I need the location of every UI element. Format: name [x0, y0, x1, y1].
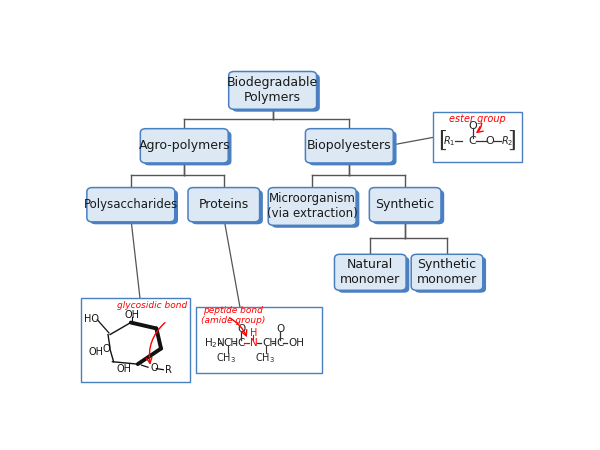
Text: peptide bond
(amide group): peptide bond (amide group) [201, 306, 265, 325]
Text: Microorganism
(via extraction): Microorganism (via extraction) [267, 193, 358, 220]
FancyBboxPatch shape [232, 74, 320, 112]
Text: Biopolyesters: Biopolyesters [307, 140, 392, 152]
Text: R: R [164, 365, 172, 375]
Text: Agro-polymers: Agro-polymers [139, 140, 230, 152]
FancyBboxPatch shape [87, 188, 175, 222]
Text: CH$_3$: CH$_3$ [255, 351, 275, 365]
Text: $R_2$: $R_2$ [501, 134, 514, 148]
FancyBboxPatch shape [415, 256, 486, 293]
Text: O: O [103, 344, 110, 354]
FancyBboxPatch shape [268, 188, 356, 225]
Text: N: N [250, 338, 258, 348]
Text: O: O [150, 363, 158, 374]
Text: O: O [238, 324, 246, 334]
Text: CH: CH [262, 338, 277, 348]
Text: OH: OH [88, 347, 103, 357]
Text: Biodegradable
Polymers: Biodegradable Polymers [227, 76, 318, 104]
FancyBboxPatch shape [305, 129, 393, 163]
FancyBboxPatch shape [140, 129, 228, 163]
Text: Proteins: Proteins [199, 198, 249, 211]
FancyBboxPatch shape [373, 190, 444, 224]
FancyBboxPatch shape [308, 131, 397, 166]
Text: O: O [277, 324, 285, 334]
Text: H: H [250, 328, 257, 338]
FancyBboxPatch shape [433, 112, 521, 162]
Text: OH: OH [288, 338, 304, 348]
Text: O: O [468, 121, 477, 131]
FancyBboxPatch shape [90, 190, 178, 224]
Text: OH: OH [124, 310, 139, 320]
Text: CH: CH [223, 338, 238, 348]
Text: glycosidic bond: glycosidic bond [116, 301, 187, 310]
FancyBboxPatch shape [196, 307, 322, 373]
Text: H$_2$N: H$_2$N [204, 337, 226, 350]
FancyBboxPatch shape [143, 131, 232, 166]
Text: Natural
monomer: Natural monomer [340, 258, 400, 286]
Text: CH$_3$: CH$_3$ [216, 351, 236, 365]
Text: $R_1$: $R_1$ [443, 134, 455, 148]
Text: OH: OH [116, 364, 131, 374]
FancyBboxPatch shape [229, 72, 317, 109]
Text: HO: HO [84, 314, 99, 324]
FancyBboxPatch shape [411, 254, 483, 290]
FancyBboxPatch shape [338, 256, 409, 293]
Text: Synthetic
monomer: Synthetic monomer [417, 258, 477, 286]
Text: ]: ] [507, 130, 515, 152]
Text: C: C [469, 135, 476, 146]
Text: Polysaccharides: Polysaccharides [83, 198, 178, 211]
Text: O: O [486, 135, 494, 146]
FancyBboxPatch shape [80, 298, 190, 382]
Text: ester group: ester group [449, 114, 506, 124]
FancyBboxPatch shape [370, 188, 441, 222]
Text: C: C [277, 338, 284, 348]
Text: C: C [238, 338, 245, 348]
FancyBboxPatch shape [334, 254, 406, 290]
FancyBboxPatch shape [188, 188, 260, 222]
Text: [: [ [438, 130, 446, 152]
Text: Synthetic: Synthetic [376, 198, 435, 211]
FancyBboxPatch shape [191, 190, 263, 224]
FancyBboxPatch shape [271, 190, 359, 228]
